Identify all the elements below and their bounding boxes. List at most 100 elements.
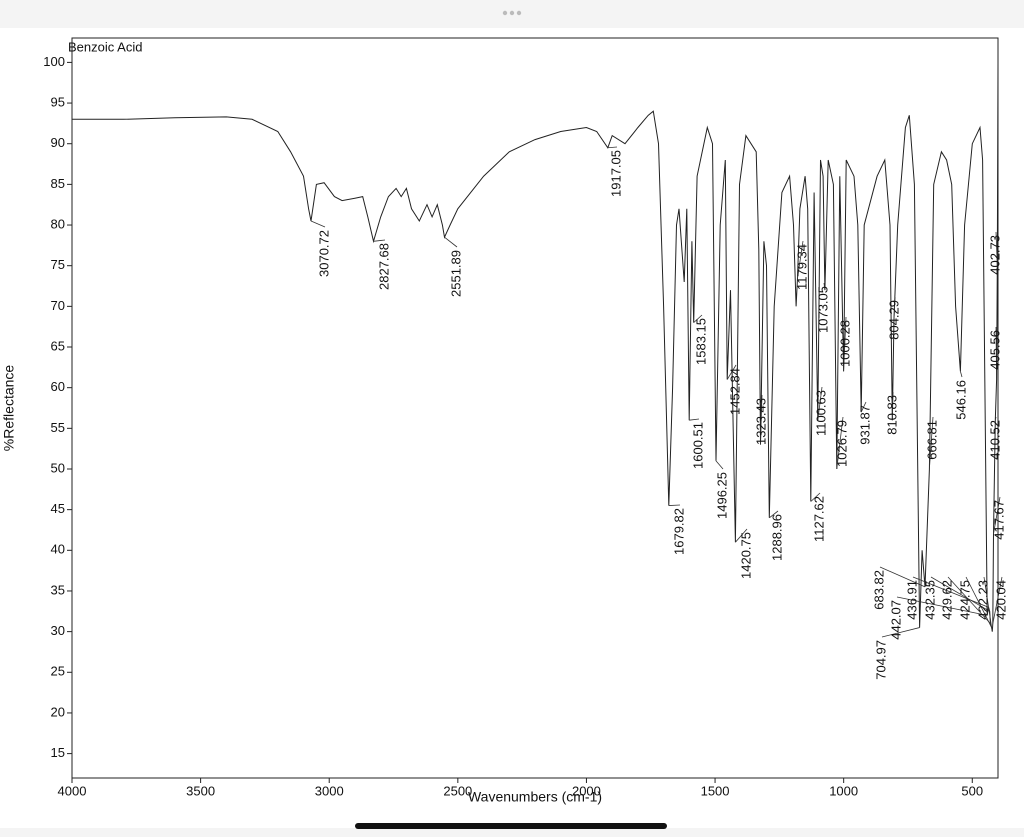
peak-label: 2551.89 <box>448 250 463 297</box>
peak-leader <box>310 220 326 228</box>
x-tick-label: 3500 <box>186 783 215 798</box>
peak-label: 1452.84 <box>727 368 742 415</box>
peak-label: 2827.68 <box>376 243 391 290</box>
peak-label: 402.73 <box>987 235 1002 275</box>
peak-leader <box>769 510 779 519</box>
peak-label: 1000.28 <box>837 320 852 367</box>
y-tick-label: 40 <box>51 542 65 557</box>
y-tick-label: 20 <box>51 704 65 719</box>
x-axis-label: Wavenumbers (cm-1) <box>468 789 602 805</box>
peak-label: 422.23 <box>975 580 990 620</box>
y-tick-label: 70 <box>51 298 65 313</box>
peak-label: 1100.63 <box>813 390 828 436</box>
peak-label: 1600.51 <box>690 422 705 469</box>
plot-frame <box>71 37 999 779</box>
peak-label: 1917.05 <box>608 150 623 197</box>
peak-leader <box>860 401 867 413</box>
peak-label: 436.91 <box>904 580 919 620</box>
chart-title: Benzoic Acid <box>68 39 142 54</box>
y-tick-label: 90 <box>51 135 65 150</box>
peak-label: 1496.25 <box>714 472 729 519</box>
peak-leader <box>607 146 618 149</box>
x-tick-label: 1500 <box>701 783 730 798</box>
peak-leader <box>735 528 748 543</box>
peak-label: 1288.96 <box>769 514 784 561</box>
peak-leader <box>881 627 920 638</box>
peak-leader <box>797 240 804 278</box>
peak-label: 1583.15 <box>693 318 708 365</box>
peak-leader <box>689 418 700 421</box>
peak-leader <box>668 504 681 506</box>
peak-leader <box>912 576 989 608</box>
y-tick-label: 15 <box>51 745 65 760</box>
peak-label: 666.81 <box>924 420 939 460</box>
peak-label: 1420.75 <box>738 532 753 579</box>
peak-label: 1073.05 <box>815 286 830 333</box>
x-tick-label: 4000 <box>58 783 87 798</box>
peak-label: 704.97 <box>873 640 888 680</box>
peak-leader <box>726 364 737 380</box>
peak-leader <box>995 326 997 380</box>
peak-leader <box>817 386 823 421</box>
peak-leader <box>823 282 826 291</box>
x-tick-label: 3000 <box>315 783 344 798</box>
peak-leader <box>993 496 1001 535</box>
y-tick-label: 65 <box>51 338 65 353</box>
y-tick-label: 35 <box>51 582 65 597</box>
x-tick-label: 2000 <box>572 783 601 798</box>
peak-leader <box>373 239 386 242</box>
x-tick-label: 2500 <box>443 783 472 798</box>
peak-label: 931.87 <box>857 405 872 445</box>
y-tick-label: 60 <box>51 379 65 394</box>
y-tick-label: 55 <box>51 420 65 435</box>
peak-leader <box>994 416 997 421</box>
y-tick-label: 85 <box>51 176 65 191</box>
peak-label: 1679.82 <box>671 508 686 555</box>
peak-leader <box>930 576 990 612</box>
peak-label: 417.67 <box>991 500 1006 540</box>
y-tick-label: 25 <box>51 664 65 679</box>
peak-leader <box>947 576 991 624</box>
y-tick-label: 45 <box>51 501 65 516</box>
x-tick-label: 1000 <box>829 783 858 798</box>
peak-label: 420.04 <box>993 580 1008 620</box>
peak-label: 683.82 <box>871 570 886 610</box>
peak-label: 405.56 <box>987 330 1002 370</box>
peak-leader <box>992 576 1003 624</box>
peak-leader <box>965 576 992 628</box>
y-tick-label: 30 <box>51 623 65 638</box>
peak-label: 546.16 <box>953 380 968 420</box>
peak-label: 1127.62 <box>811 496 826 542</box>
peak-label: 810.83 <box>884 395 899 435</box>
more-dots[interactable] <box>502 10 522 16</box>
page <box>0 28 1024 828</box>
y-tick-label: 75 <box>51 257 65 272</box>
spectrum-line <box>72 62 999 632</box>
peak-leader <box>893 296 896 319</box>
y-axis-label: %Reflectance <box>1 365 17 452</box>
peak-leader <box>836 416 844 470</box>
peak-leader <box>810 492 821 502</box>
home-indicator <box>355 823 667 829</box>
peak-leader <box>843 316 847 372</box>
peak-leader <box>995 231 998 266</box>
peak-leader <box>891 391 894 421</box>
peak-leader <box>715 460 724 470</box>
peak-leader <box>960 371 963 378</box>
peak-label: 3070.72 <box>316 230 331 277</box>
y-tick-label: 100 <box>43 54 65 69</box>
peak-label: 804.29 <box>886 300 901 340</box>
peak-leader <box>879 566 926 588</box>
peak-label: 424.75 <box>957 580 972 620</box>
y-tick-label: 95 <box>51 94 65 109</box>
y-tick-label: 80 <box>51 216 65 231</box>
peak-leader <box>760 394 763 445</box>
peak-label: 1323.43 <box>753 398 768 445</box>
peak-label: 432.35 <box>922 580 937 620</box>
y-tick-label: 50 <box>51 460 65 475</box>
x-tick-label: 500 <box>961 783 983 798</box>
peak-label: 1026.79 <box>834 420 849 467</box>
peak-label: 442.07 <box>888 600 903 640</box>
peak-leader <box>983 576 993 632</box>
